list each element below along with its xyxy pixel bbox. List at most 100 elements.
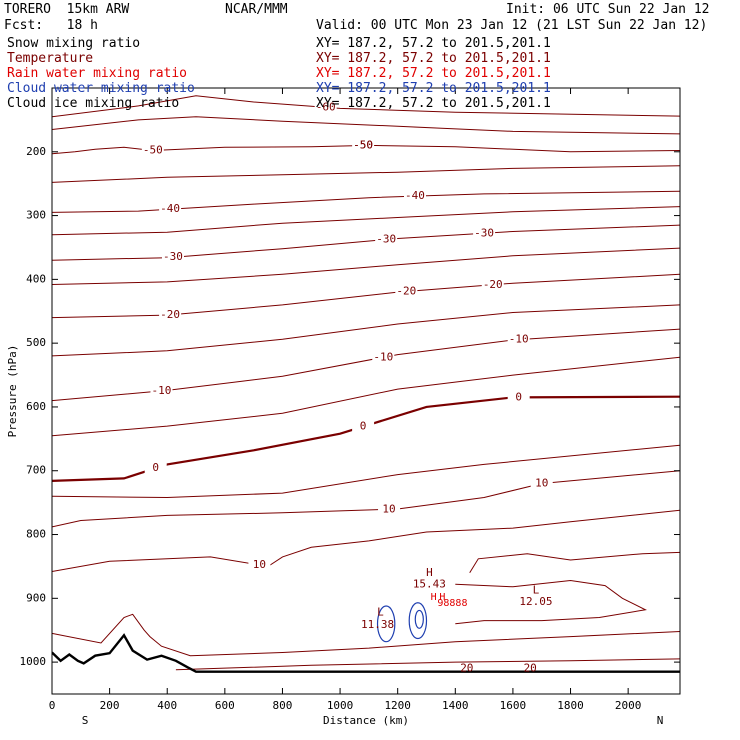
isotherm-label: 0 (515, 390, 522, 403)
field-xy-cloud-ice: XY= 187.2, 57.2 to 201.5,201.1 (316, 96, 551, 111)
isotherm-label: -20 (483, 278, 503, 291)
y-axis-label: Pressure (hPa) (6, 345, 19, 438)
temperature-extremum-label: 20 (460, 661, 473, 674)
temperature-contour (469, 551, 680, 574)
isotherm-label: -10 (373, 350, 393, 363)
isotherm--15 (52, 304, 680, 357)
temperature-extremum-label: -50 (353, 138, 373, 151)
y-tick-label: 200 (26, 145, 46, 158)
isotherm--40 (52, 190, 680, 213)
isotherm-label-bg (141, 144, 164, 157)
isotherm--55 (52, 116, 680, 135)
isotherm-label-bg (395, 285, 418, 298)
endpoint-right-label: N (657, 714, 664, 727)
x-tick-label: 1800 (557, 699, 584, 712)
terrain-line (52, 633, 680, 673)
x-tick-label: 400 (157, 699, 177, 712)
plot-frame (51, 87, 681, 695)
isotherm-label-bg (248, 558, 271, 571)
temperature-extremum-label: 15.43 (413, 577, 446, 590)
x-tick-label: 1200 (384, 699, 411, 712)
isotherm-label-bg (507, 391, 530, 404)
valid-time: Valid: 00 UTC Mon 23 Jan 12 (21 LST Sun … (316, 18, 708, 33)
isotherm-label-bg (352, 420, 375, 433)
isotherm--5 (52, 356, 680, 437)
temperature-contour (52, 613, 680, 657)
isotherm-label: -10 (152, 384, 172, 397)
x-tick-label: 800 (273, 699, 293, 712)
temperature-extremum-label: 12.05 (519, 595, 552, 608)
rain-water-mark: H (431, 592, 437, 603)
rain-water-mark: 98888 (437, 598, 467, 609)
x-tick-label: 2000 (615, 699, 642, 712)
isotherm-label: -50 (143, 144, 163, 157)
isotherm-label-bg (378, 503, 401, 516)
isotherm-label-bg (375, 233, 398, 246)
field-xy-rain: XY= 187.2, 57.2 to 201.5,201.1 (316, 66, 551, 81)
isotherm-5 (52, 444, 680, 499)
field-label-snow: Snow mixing ratio (7, 36, 141, 51)
x-tick-label: 0 (49, 699, 56, 712)
isotherm--60 (52, 95, 680, 118)
field-xy-cloud-water: XY= 187.2, 57.2 to 201.5,201.1 (316, 81, 551, 96)
field-label-cloud-ice: Cloud ice mixing ratio (7, 96, 180, 111)
isotherm-label: -10 (509, 333, 529, 346)
y-tick-label: 700 (26, 464, 46, 477)
isotherm-label: 10 (253, 558, 266, 571)
isotherm-label-bg (144, 462, 167, 475)
cloud-water-contour (376, 605, 396, 643)
isotherm-label: -30 (376, 233, 396, 246)
temperature-contour (455, 579, 647, 625)
isotherm-label: 0 (152, 461, 159, 474)
x-axis-label: Distance (km) (323, 714, 409, 727)
isotherm-label: -20 (160, 308, 180, 321)
isotherm-label: -50 (353, 139, 373, 152)
rain-water-mark: H (439, 592, 445, 603)
isotherm-label-bg (314, 101, 337, 114)
isotherm--25 (52, 247, 680, 285)
isotherm--50 (52, 144, 680, 155)
y-tick-label: 800 (26, 528, 46, 541)
isotherm-label-bg (473, 227, 496, 240)
y-tick-label: 400 (26, 272, 46, 285)
isotherm-label: -60 (316, 100, 336, 113)
isotherm--20 (52, 273, 680, 319)
model-title: TORERO 15km ARW (4, 2, 130, 17)
isotherm-label-bg (530, 477, 553, 490)
isotherm--35 (52, 206, 680, 236)
isotherm-label-bg (372, 351, 395, 364)
y-tick-label: 1000 (20, 655, 47, 668)
temperature-extremum-label: H (426, 566, 433, 579)
isotherm-0 (52, 395, 680, 482)
y-tick-label: 600 (26, 400, 46, 413)
y-tick-label: 900 (26, 591, 46, 604)
center-title: NCAR/MMM (225, 2, 288, 17)
isotherm-label: -40 (405, 189, 425, 202)
isotherm-label-bg (150, 384, 173, 397)
endpoint-left-label: S (82, 714, 89, 727)
temperature-contour (175, 658, 680, 671)
isotherm-label-bg (161, 251, 184, 264)
isotherm-10 (52, 470, 680, 528)
isotherm-label-bg (159, 203, 182, 216)
field-label-cloud-water: Cloud water mixing ratio (7, 81, 195, 96)
isotherm-label-bg (481, 278, 504, 291)
isotherm-label: -20 (396, 284, 416, 297)
temperature-extremum-label: 20 (524, 661, 537, 674)
x-tick-label: 600 (215, 699, 235, 712)
isotherm-label: -40 (160, 202, 180, 215)
cloud-water-contour (414, 609, 424, 629)
isotherm-label: -30 (163, 250, 183, 263)
isotherm--10 (52, 328, 680, 402)
y-tick-label: 500 (26, 336, 46, 349)
init-time: Init: 06 UTC Sun 22 Jan 12 (506, 2, 710, 17)
cloud-water-contour (408, 602, 428, 640)
field-xy-temperature: XY= 187.2, 57.2 to 201.5,201.1 (316, 51, 551, 66)
field-label-temperature: Temperature (7, 51, 94, 66)
isotherm-label: 10 (382, 502, 395, 515)
forecast-hour: Fcst: 18 h (4, 18, 98, 33)
isotherm-label-bg (507, 333, 530, 346)
temperature-extremum-label: L (377, 605, 384, 618)
isotherm--45 (52, 165, 680, 183)
